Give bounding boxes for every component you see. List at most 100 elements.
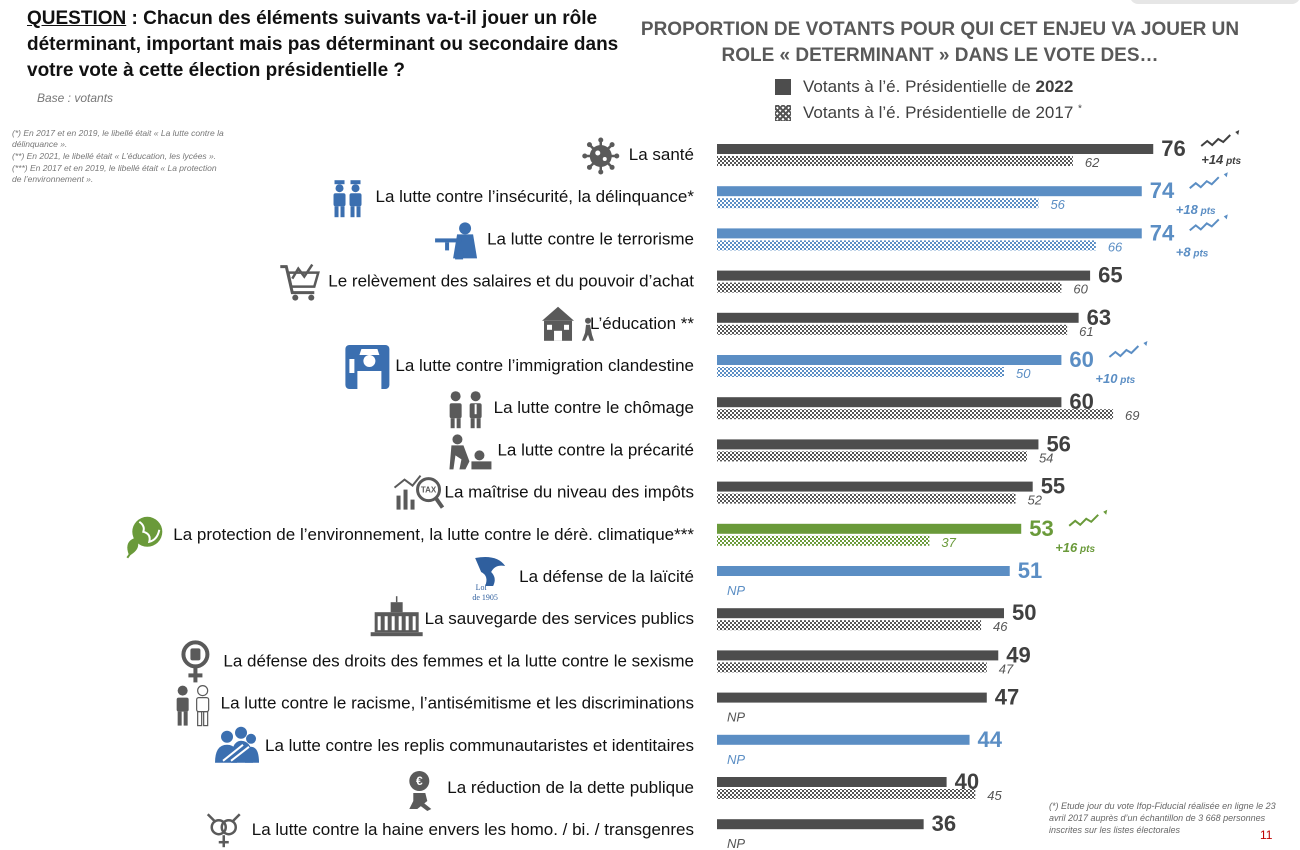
icon-label-loi: Loi [476, 583, 488, 592]
footnote: (*) Etude jour du vote Ifop-Fiducial réa… [1049, 801, 1276, 835]
chart-row: La lutte contre l’immigration clandestin… [345, 341, 1148, 389]
top-right-tab [1130, 0, 1300, 4]
delta-unit: pts [1077, 544, 1095, 555]
legend-swatch-2022 [775, 79, 791, 95]
category-label: La lutte contre les replis communautaris… [265, 736, 694, 755]
delta-label: +10 pts [1095, 371, 1135, 386]
legend-label-2022: Votants à l’é. Présidentielle de [803, 77, 1036, 96]
delta-unit: pts [1198, 206, 1216, 217]
value-label-2022: 76 [1161, 136, 1185, 161]
category-label: La défense de la laïcité [519, 567, 694, 586]
chart-row: La sauvegarde des services publics 50 46 [370, 596, 1036, 637]
value-label-2017: 47 [999, 661, 1014, 676]
category-label: La lutte contre le terrorisme [487, 229, 694, 248]
base-note: Base : votants [37, 91, 114, 105]
bar-2017 [717, 493, 1016, 504]
bar-2022 [717, 523, 1022, 534]
legend-label-2017: Votants à l’é. Présidentielle de 2017 [803, 103, 1074, 122]
bar-2022 [717, 228, 1142, 239]
value-label-2017: 66 [1108, 239, 1123, 254]
chart-row: La lutte contre l’insécurité, la délinqu… [333, 172, 1228, 218]
value-label-2022: 65 [1098, 263, 1122, 288]
value-label-2022: 53 [1029, 516, 1053, 541]
school-icon [542, 306, 595, 341]
value-label-2017: 46 [993, 619, 1008, 634]
chart-title: PROPORTION DE VOTANTS POUR QUI CET ENJEU… [640, 19, 1240, 66]
svg-text:TAX: TAX [421, 486, 437, 495]
group-people-icon [215, 726, 260, 763]
bar-2017 [717, 282, 1062, 293]
value-label-2022: 56 [1046, 431, 1070, 456]
legend-item-2017: Votants à l’é. Présidentielle de 2017 * [775, 100, 1082, 126]
category-label: La protection de l’environnement, la lut… [173, 525, 694, 544]
legend-item-2022: Votants à l’é. Présidentielle de 2022 [775, 74, 1082, 100]
trend-arrowhead [1235, 130, 1240, 135]
question-text: : Chacun des éléments suivants va-t-il j… [27, 8, 619, 81]
bar-2017 [717, 409, 1114, 420]
chart-row: La lutte contre les replis communautaris… [215, 726, 1003, 767]
bar-2017 [717, 535, 930, 546]
category-label: L’éducation ** [590, 314, 694, 333]
tax-magnifier-icon: TAX [393, 474, 445, 510]
question-label: QUESTION [27, 8, 127, 29]
bar-2017 [717, 324, 1068, 335]
bar-2022 [717, 397, 1062, 408]
value-label-2022: 49 [1006, 642, 1030, 667]
bar-2022 [717, 566, 1010, 576]
chart-row: La santé 76 62 +14 pts [582, 130, 1242, 175]
bar-2022 [717, 144, 1154, 154]
wording-notes: (*) En 2017 et en 2019, le libellé était… [12, 128, 227, 186]
chart-row: La lutte contre le racisme, l’antisémiti… [176, 684, 1019, 727]
value-label-2017: 61 [1079, 324, 1093, 339]
value-label-2017: 45 [987, 788, 1002, 803]
category-label: La lutte contre l’insécurité, la délinqu… [376, 187, 695, 206]
value-label-2017: 56 [1050, 197, 1065, 212]
virus-icon [582, 137, 620, 175]
bar-2017 [717, 620, 982, 631]
public-building-icon [370, 596, 423, 637]
value-label-2017: 52 [1027, 493, 1042, 508]
value-label-2022: 36 [932, 811, 956, 836]
category-label: Le relèvement des salaires et du pouvoir… [328, 272, 694, 291]
category-label: La lutte contre le racisme, l’antisémiti… [221, 694, 694, 713]
bar-2017 [717, 156, 1073, 166]
homeless-icon [449, 434, 492, 470]
bar-2022 [717, 312, 1079, 323]
chart-row: La lutte contre la haine envers les homo… [206, 811, 956, 850]
gender-symbols-icon [206, 813, 241, 848]
soldier-icon [435, 222, 478, 260]
value-label-2017: 69 [1125, 408, 1139, 423]
chart-row: Le relèvement des salaires et du pouvoir… [280, 263, 1123, 301]
two-people-icon [176, 684, 210, 727]
planet-leaf-icon [126, 516, 163, 559]
question-block: QUESTION : Chacun des éléments suivants … [27, 6, 667, 84]
note-2: (**) En 2021, le libellé était « L’éduca… [12, 151, 217, 161]
page-number: 11 [1260, 828, 1273, 842]
bar-2017 [717, 367, 1004, 377]
female-fist-icon [181, 640, 210, 683]
trend-arrow-icon [1189, 218, 1220, 232]
border-officer-icon [345, 345, 390, 389]
value-label-2022: 47 [995, 685, 1019, 710]
trend-arrow-icon [1189, 176, 1220, 189]
category-label: La lutte contre la précarité [497, 440, 694, 459]
bar-2022 [717, 439, 1039, 450]
delta-unit: pts [1223, 156, 1241, 167]
icon-label-year: de 1905 [472, 593, 498, 602]
bar-2022 [717, 734, 970, 745]
trend-arrowhead [1223, 172, 1228, 178]
bar-2022 [717, 270, 1091, 281]
legend-swatch-2017 [775, 105, 791, 121]
trend-arrow-icon [1068, 514, 1099, 527]
category-label: La lutte contre l’immigration clandestin… [395, 356, 694, 375]
value-label-2017: NP [727, 710, 745, 725]
trend-arrowhead [1143, 341, 1148, 346]
police-icon [333, 180, 362, 218]
bar-2022 [717, 608, 1004, 619]
